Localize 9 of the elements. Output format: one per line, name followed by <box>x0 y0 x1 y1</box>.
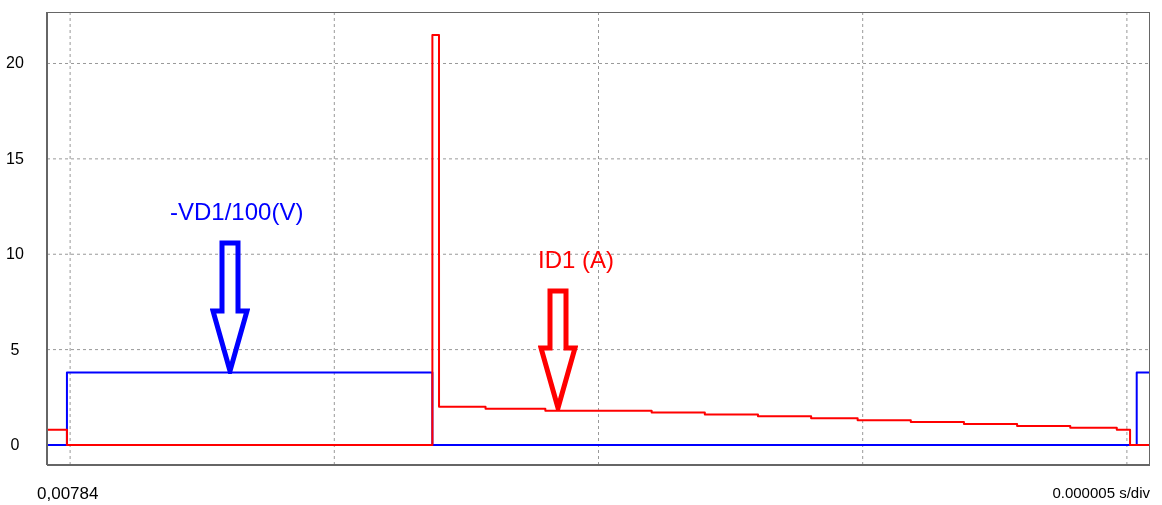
text: 0,00784 <box>37 484 99 504</box>
text: ID1 (A) <box>538 246 615 274</box>
text: 0.000005 s/div <box>1052 484 1150 501</box>
y-tick-label: 10 <box>6 245 24 264</box>
y-tick-label: 15 <box>6 149 24 168</box>
y-tick-label: 0 <box>10 435 20 454</box>
text: -VD1/100(V) <box>170 198 304 226</box>
y-tick-label: 20 <box>6 54 24 73</box>
y-tick-label: 5 <box>10 340 20 359</box>
